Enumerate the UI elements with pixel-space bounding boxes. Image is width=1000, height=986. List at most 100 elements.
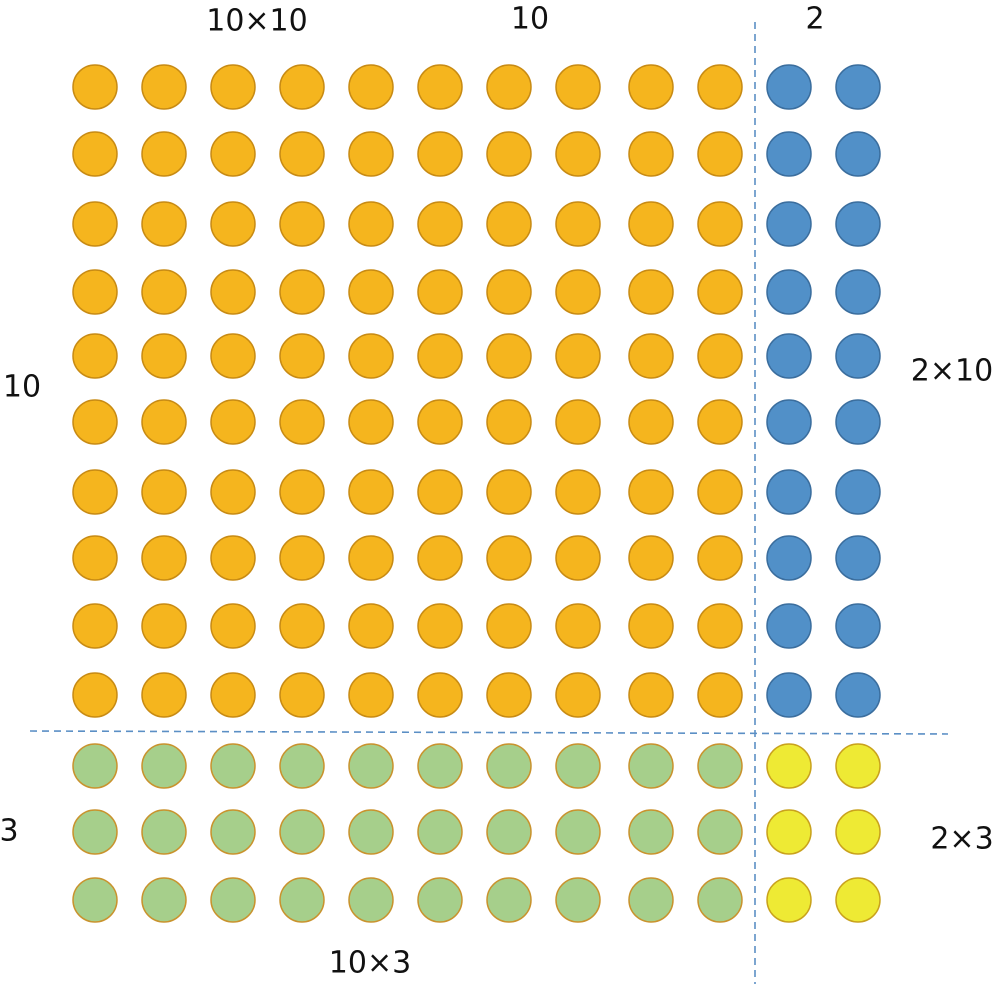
dot xyxy=(486,809,532,855)
dot xyxy=(835,877,881,923)
dot xyxy=(835,399,881,445)
dot xyxy=(628,535,674,581)
dot xyxy=(555,131,601,177)
dot xyxy=(555,64,601,110)
dot xyxy=(348,64,394,110)
dot xyxy=(348,535,394,581)
dot xyxy=(210,809,256,855)
dot xyxy=(210,672,256,718)
dot xyxy=(555,672,601,718)
dot xyxy=(417,399,463,445)
dot xyxy=(835,743,881,789)
dot xyxy=(628,399,674,445)
dot xyxy=(486,333,532,379)
dot xyxy=(72,131,118,177)
dot xyxy=(697,809,743,855)
dot xyxy=(766,877,812,923)
dot xyxy=(835,809,881,855)
dot xyxy=(417,64,463,110)
dot xyxy=(348,809,394,855)
dot xyxy=(486,877,532,923)
dot xyxy=(555,333,601,379)
dot xyxy=(210,469,256,515)
dot xyxy=(279,809,325,855)
dot xyxy=(417,269,463,315)
dot xyxy=(555,469,601,515)
dot xyxy=(348,201,394,247)
dot xyxy=(766,535,812,581)
label-height-3: 3 xyxy=(0,814,19,849)
dot xyxy=(210,269,256,315)
dot xyxy=(766,333,812,379)
dot xyxy=(697,131,743,177)
dot xyxy=(141,64,187,110)
dot xyxy=(835,269,881,315)
dot xyxy=(348,877,394,923)
dot xyxy=(141,333,187,379)
dot xyxy=(628,131,674,177)
dot xyxy=(628,809,674,855)
dot xyxy=(835,333,881,379)
dot xyxy=(697,269,743,315)
dot-grid xyxy=(72,64,881,923)
dot xyxy=(486,399,532,445)
dot xyxy=(279,269,325,315)
dot xyxy=(766,64,812,110)
divider-horizontal xyxy=(29,730,949,735)
dot xyxy=(141,809,187,855)
dot xyxy=(766,399,812,445)
dot xyxy=(141,399,187,445)
dot xyxy=(279,672,325,718)
dot xyxy=(417,603,463,649)
dot xyxy=(417,743,463,789)
dot xyxy=(348,743,394,789)
dot xyxy=(766,201,812,247)
dot xyxy=(417,809,463,855)
dot xyxy=(486,743,532,789)
dot xyxy=(486,535,532,581)
dot xyxy=(279,399,325,445)
dot xyxy=(486,603,532,649)
dot xyxy=(348,131,394,177)
dot xyxy=(417,535,463,581)
dot xyxy=(210,333,256,379)
dot xyxy=(417,672,463,718)
dot xyxy=(417,131,463,177)
dot xyxy=(141,743,187,789)
dot xyxy=(555,877,601,923)
dot xyxy=(555,809,601,855)
dot xyxy=(697,535,743,581)
dot xyxy=(486,131,532,177)
dot xyxy=(72,877,118,923)
dot xyxy=(348,672,394,718)
dot xyxy=(697,64,743,110)
dot xyxy=(766,131,812,177)
dot xyxy=(628,64,674,110)
dot xyxy=(279,743,325,789)
dot xyxy=(766,603,812,649)
label-area-2x10: 2×10 xyxy=(911,354,993,389)
label-width-10: 10 xyxy=(511,2,549,37)
dot xyxy=(697,399,743,445)
dot xyxy=(697,201,743,247)
dot xyxy=(210,535,256,581)
dot xyxy=(697,877,743,923)
dot xyxy=(279,131,325,177)
dot xyxy=(628,201,674,247)
dot xyxy=(348,399,394,445)
dot xyxy=(555,743,601,789)
dot xyxy=(210,743,256,789)
dot xyxy=(210,131,256,177)
dot xyxy=(628,672,674,718)
label-width-2: 2 xyxy=(805,2,824,37)
dot xyxy=(72,809,118,855)
dot xyxy=(210,201,256,247)
dot xyxy=(72,269,118,315)
dot xyxy=(72,743,118,789)
dot xyxy=(555,201,601,247)
dot xyxy=(555,269,601,315)
dot xyxy=(697,333,743,379)
dot xyxy=(555,535,601,581)
dot xyxy=(210,399,256,445)
